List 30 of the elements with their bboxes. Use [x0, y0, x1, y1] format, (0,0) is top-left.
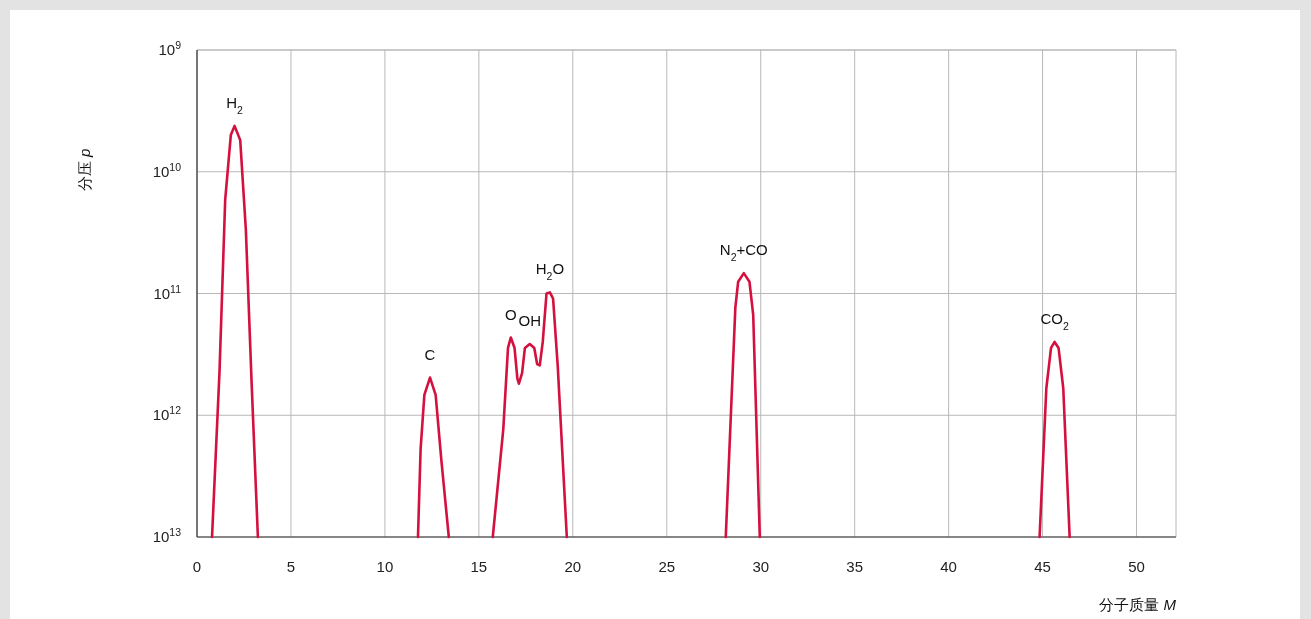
y-tick-label: 10$^{13}$	[152, 526, 182, 545]
x-tick-label: 30	[752, 558, 770, 575]
x-tick-label: 50	[1128, 558, 1145, 575]
y-axis-title: 分压 p	[76, 148, 93, 192]
x-tick-label: 40	[940, 558, 957, 575]
x-tick-label: 5	[286, 558, 296, 575]
annotation: OH	[518, 312, 542, 330]
x-tick-label: 35	[846, 558, 864, 575]
annotation: N$_{2}$+CO	[719, 241, 768, 264]
annotation: O	[504, 305, 517, 323]
annotation: H$_{2}$O	[535, 260, 565, 283]
y-tick-label: 10$^{11}$	[153, 282, 182, 302]
annotation: CO$_{2}$	[1040, 309, 1069, 332]
y-tick-label: 10$^{9}$	[158, 39, 182, 58]
x-tick-label: 15	[470, 558, 488, 575]
line-series	[491, 291, 569, 539]
x-tick-label: 10	[376, 558, 394, 575]
x-tick-label: 20	[564, 558, 582, 575]
line-series	[724, 271, 762, 539]
annotation: C	[424, 345, 436, 363]
line-series	[416, 376, 451, 539]
annotation: H$_{2}$	[226, 93, 244, 116]
x-tick-label: 0	[192, 558, 202, 575]
y-tick-label: 10$^{10}$	[152, 160, 182, 180]
x-tick-label: 25	[658, 558, 676, 575]
y-tick-label: 10$^{12}$	[152, 404, 182, 424]
line-series	[210, 124, 260, 539]
x-tick-label: 45	[1034, 558, 1051, 575]
line-series	[1038, 340, 1071, 539]
x-axis-title: 分子质量 M	[1099, 596, 1177, 613]
